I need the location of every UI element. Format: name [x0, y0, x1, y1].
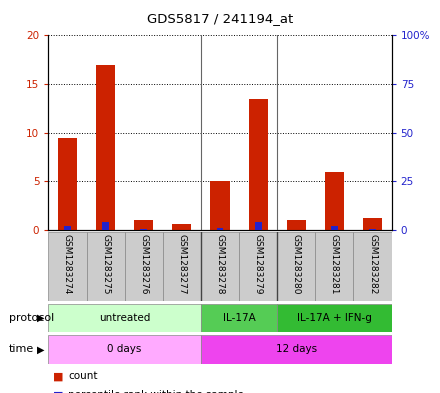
Bar — [201, 232, 239, 301]
Text: ▶: ▶ — [37, 313, 44, 323]
Bar — [87, 232, 125, 301]
Bar — [58, 138, 77, 230]
Bar — [163, 232, 201, 301]
Text: 0 days: 0 days — [107, 344, 142, 354]
Text: GSM1283277: GSM1283277 — [177, 234, 187, 294]
Text: GSM1283276: GSM1283276 — [139, 234, 148, 294]
Bar — [287, 220, 306, 230]
Text: protocol: protocol — [9, 313, 54, 323]
Bar — [201, 304, 277, 332]
Bar — [134, 220, 153, 230]
Text: GSM1283282: GSM1283282 — [368, 234, 377, 294]
Bar — [325, 171, 344, 230]
Bar — [96, 64, 115, 230]
Text: ■: ■ — [53, 371, 63, 381]
Bar — [353, 232, 392, 301]
Bar — [315, 232, 353, 301]
Bar — [216, 228, 224, 230]
Bar — [201, 335, 392, 364]
Bar — [48, 335, 201, 364]
Text: percentile rank within the sample: percentile rank within the sample — [68, 390, 244, 393]
Text: GSM1283281: GSM1283281 — [330, 234, 339, 294]
Bar — [331, 226, 338, 230]
Bar — [210, 181, 230, 230]
Text: GSM1283278: GSM1283278 — [216, 234, 224, 294]
Text: GSM1283279: GSM1283279 — [253, 234, 263, 294]
Text: untreated: untreated — [99, 313, 150, 323]
Bar — [239, 232, 277, 301]
Text: GDS5817 / 241194_at: GDS5817 / 241194_at — [147, 12, 293, 25]
Bar — [64, 226, 71, 230]
Text: ▶: ▶ — [37, 344, 44, 354]
Bar — [277, 232, 315, 301]
Bar — [277, 304, 392, 332]
Bar — [48, 232, 87, 301]
Text: GSM1283274: GSM1283274 — [63, 234, 72, 294]
Text: count: count — [68, 371, 98, 381]
Bar — [172, 224, 191, 230]
Bar — [249, 99, 268, 230]
Text: GSM1283275: GSM1283275 — [101, 234, 110, 294]
Bar — [363, 218, 382, 230]
Text: 12 days: 12 days — [276, 344, 317, 354]
Text: IL-17A + IFN-g: IL-17A + IFN-g — [297, 313, 372, 323]
Bar — [255, 222, 261, 230]
Text: time: time — [9, 344, 34, 354]
Bar — [102, 222, 109, 230]
Text: ■: ■ — [53, 390, 63, 393]
Text: GSM1283280: GSM1283280 — [292, 234, 301, 294]
Bar — [48, 304, 201, 332]
Text: IL-17A: IL-17A — [223, 313, 256, 323]
Bar — [125, 232, 163, 301]
